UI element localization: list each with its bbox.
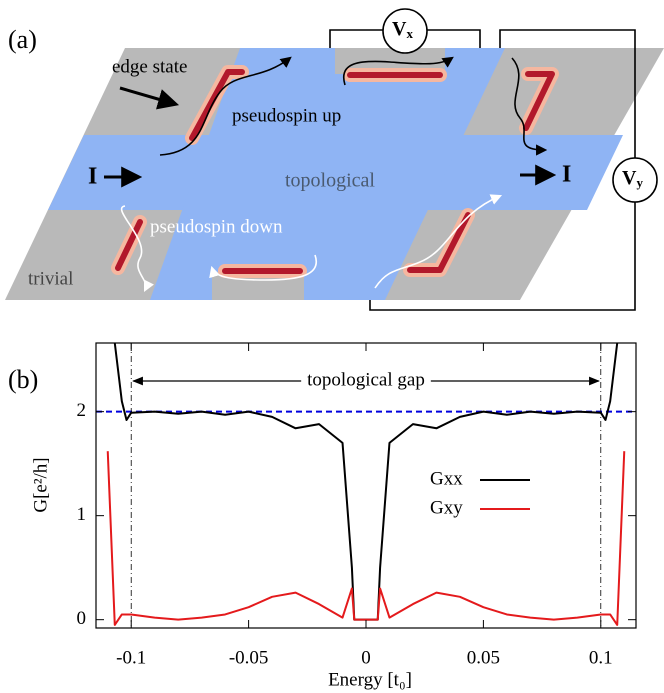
pseudospin-up-label: pseudospin up [232,105,341,126]
trivial-label: trivial [28,268,73,289]
x-axis-label: Energy [t₀] [328,669,412,690]
x-tick-label: -0.05 [229,647,269,668]
vx-wire [329,29,481,48]
voltmeter-subscript: x [406,26,413,41]
edge-states [111,65,559,278]
voltmeter-label: Vy [622,167,643,190]
device-diagram: (a) edge state pseudospin up topological… [5,8,664,311]
current-label: I [88,164,97,190]
y-tick-label: 0 [77,608,87,629]
y-tick-label: 1 [77,504,87,525]
gap-label-background [301,369,431,391]
voltmeter [382,8,428,54]
topological-region [150,48,505,300]
voltmeter-symbol: V [392,18,407,40]
chart: (b) Energy [t₀] G[e²/h] topological gap 0… [8,342,637,690]
spin-paths [104,56,557,293]
voltmeter-label: Vx [392,18,413,41]
x-tick-label: -0.1 [116,647,146,668]
plot-area [106,343,626,626]
voltmeter-subscript: y [636,175,643,190]
legend-label: Gxx [430,468,463,489]
panel-label: (a) [8,25,37,54]
y-tick-label: 2 [77,400,87,421]
topological-label: topological [285,170,375,192]
x-tick-label: 0.1 [589,647,613,668]
panel-label: (b) [8,365,38,394]
series-line [106,451,626,626]
x-tick-label: 0 [361,647,371,668]
x-tick-label: 0.05 [467,647,500,668]
edge-state-label: edge state [112,56,187,77]
legend-label: Gxy [430,497,463,518]
voltmeter [612,157,658,203]
y-axis-label: G[e²/h] [30,457,51,512]
pseudospin-down-label: pseudospin down [150,216,283,237]
voltmeter-symbol: V [622,167,637,189]
current-label: I [562,162,571,188]
vy-wire [369,29,636,311]
gap-label: topological gap [307,369,425,390]
